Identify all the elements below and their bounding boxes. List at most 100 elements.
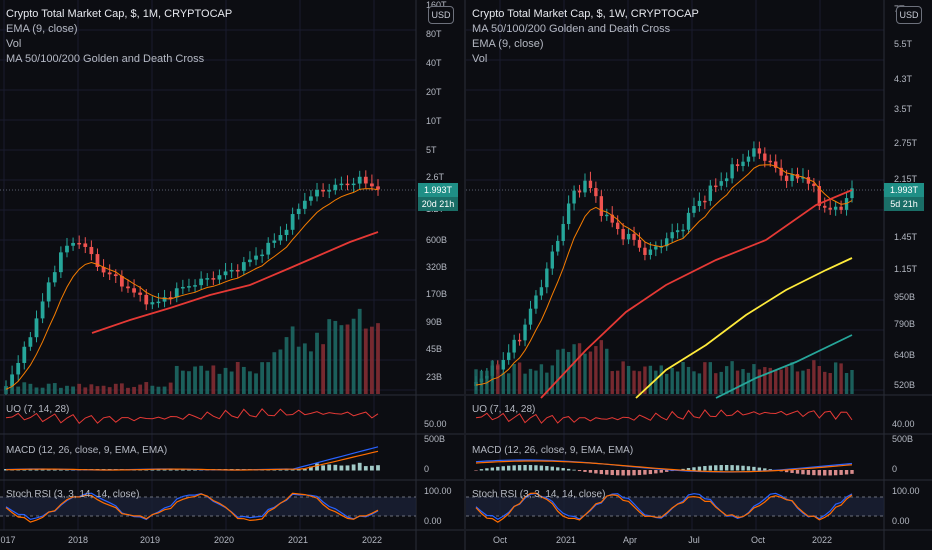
candle-body (763, 153, 767, 161)
volume-bar (180, 370, 185, 394)
macd-histogram-bar (844, 470, 849, 475)
macd-signal-line (5, 450, 379, 471)
volume-bar (296, 346, 301, 394)
macd-histogram-bar (599, 470, 604, 475)
volume-bar (539, 364, 544, 394)
time-axis-label: 2021 (288, 535, 308, 545)
volume-bar (156, 386, 161, 394)
volume-bar (333, 320, 338, 394)
macd-histogram-bar (534, 465, 538, 471)
candle-body (719, 181, 723, 186)
right-chart-canvas[interactable]: 7T5.5T4.3T3.5T2.75T2.15T1.75T1.45T1.15T9… (466, 0, 932, 550)
left-uo-label[interactable]: UO (7, 14, 28) (6, 404, 70, 415)
time-axis-label: Oct (493, 535, 508, 545)
right-legend-ema[interactable]: EMA (9, close) (472, 38, 544, 50)
volume-bar (654, 370, 658, 394)
candle-body (697, 200, 702, 207)
right-stoch-rsi-label[interactable]: Stoch RSI (3, 3, 14, 14, close) (472, 489, 606, 500)
macd-histogram-bar (168, 469, 173, 471)
volume-bar (474, 369, 478, 394)
price-axis-label: 1.45T (894, 232, 918, 242)
left-stoch-rsi-label[interactable]: Stoch RSI (3, 3, 14, 14, close) (6, 489, 140, 500)
candle-body (174, 288, 179, 298)
right-chart-pane[interactable]: 7T5.5T4.3T3.5T2.75T2.15T1.75T1.45T1.15T9… (466, 0, 932, 550)
volume-bar (790, 362, 794, 394)
volume-bar (844, 372, 849, 394)
left-currency-button[interactable]: USD (428, 6, 454, 24)
right-uo-label[interactable]: UO (7, 14, 28) (472, 404, 536, 415)
macd-histogram-bar (339, 465, 344, 471)
macd-histogram-bar (490, 467, 495, 471)
price-axis-label: 2.6T (426, 172, 445, 182)
left-legend-ma-cross[interactable]: MA 50/100/200 Golden and Death Cross (6, 53, 205, 65)
price-axis-label: 2.75T (894, 138, 918, 148)
volume-bar (4, 385, 8, 394)
price-axis-label: 160T (426, 0, 447, 10)
macd-histogram-bar (795, 470, 800, 474)
left-last-price: 1.993T (418, 183, 458, 197)
time-axis-label: 2018 (68, 535, 88, 545)
macd-histogram-bar (315, 463, 319, 471)
volume-bar (327, 319, 332, 394)
right-legend-vol[interactable]: Vol (472, 53, 488, 65)
volume-bar (708, 362, 713, 394)
right-legend-ma-cross[interactable]: MA 50/100/200 Golden and Death Cross (472, 23, 671, 35)
time-axis-label: Jul (688, 535, 700, 545)
candle-body (16, 362, 21, 375)
macd-histogram-bar (496, 466, 500, 471)
volume-bar (193, 366, 197, 394)
price-axis-label: 520B (894, 380, 915, 390)
candle-body (507, 352, 511, 360)
candle-body (46, 282, 51, 302)
volume-bar (703, 362, 707, 394)
volume-bar (795, 371, 800, 394)
volume-bar (534, 370, 538, 394)
volume-bar (812, 360, 816, 394)
price-axis-label: 1.15T (894, 264, 918, 274)
volume-bar (610, 371, 614, 394)
macd-histogram-bar (40, 469, 45, 471)
macd-histogram-bar (4, 469, 8, 471)
macd-axis-label: 500B (424, 434, 445, 444)
macd-histogram-bar (746, 466, 751, 471)
candle-body (272, 240, 277, 243)
volume-bar (572, 344, 576, 394)
volume-bar (556, 349, 560, 394)
pane-divider[interactable] (464, 0, 466, 550)
macd-histogram-bar (697, 466, 702, 471)
left-chart-canvas[interactable]: 160T80T40T20T10T5T2.6T1.2T600B320B170B90… (0, 0, 464, 550)
candle-body (315, 189, 319, 197)
candle-body (150, 302, 155, 305)
candle-body (101, 266, 106, 273)
macd-histogram-bar (572, 469, 576, 471)
macd-histogram-bar (545, 466, 549, 471)
right-macd-label[interactable]: MACD (12, 26, close, 9, EMA, EMA) (472, 445, 634, 456)
left-chart-pane[interactable]: 160T80T40T20T10T5T2.6T1.2T600B320B170B90… (0, 0, 464, 550)
macd-histogram-bar (615, 470, 620, 476)
left-legend-ema[interactable]: EMA (9, close) (6, 23, 78, 35)
stoch-rsi-axis-label: 100.00 (424, 486, 452, 496)
candle-body (229, 269, 234, 272)
volume-bar (187, 371, 191, 394)
candle-body (193, 285, 197, 287)
candle-body (577, 190, 582, 193)
macd-axis-label: 0 (424, 464, 429, 474)
volume-bar (229, 371, 234, 394)
volume-bar (16, 386, 21, 394)
macd-histogram-bar (296, 469, 301, 471)
volume-bar (126, 387, 130, 394)
candle-body (724, 178, 729, 182)
macd-histogram-bar (626, 470, 631, 476)
volume-bar (46, 383, 51, 394)
candle-body (187, 286, 191, 288)
volume-bar (309, 351, 313, 394)
candle-body (741, 161, 745, 167)
right-currency-button[interactable]: USD (896, 6, 922, 24)
left-legend-vol[interactable]: Vol (6, 38, 22, 50)
macd-histogram-bar (577, 470, 582, 472)
candle-body (730, 164, 734, 179)
left-macd-label[interactable]: MACD (12, 26, close, 9, EMA, EMA) (6, 445, 168, 456)
candle-body (266, 242, 271, 255)
time-axis-label: 2021 (556, 535, 576, 545)
candle-body (594, 188, 598, 197)
